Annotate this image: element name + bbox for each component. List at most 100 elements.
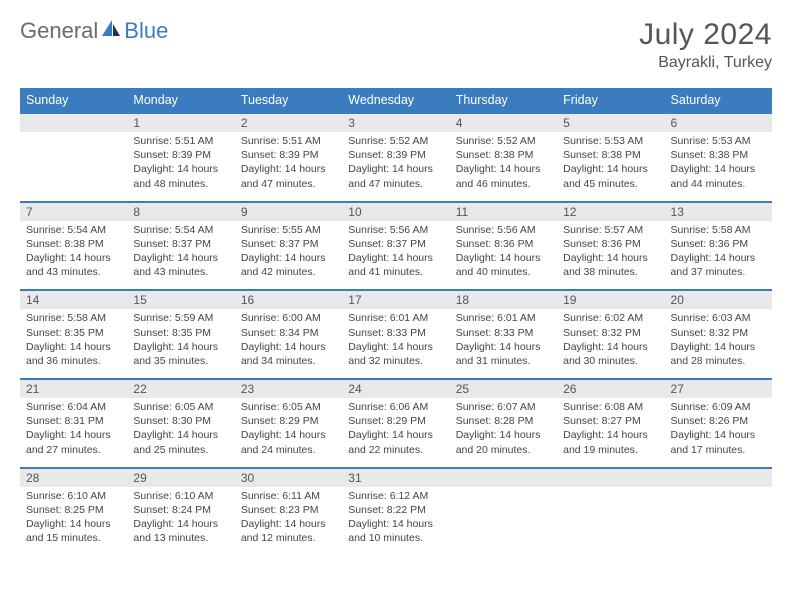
daylight-line-2: and 20 minutes. bbox=[456, 443, 551, 457]
info-row: Sunrise: 5:58 AMSunset: 8:35 PMDaylight:… bbox=[20, 309, 772, 379]
sunset-line: Sunset: 8:23 PM bbox=[241, 503, 336, 517]
day-info-cell: Sunrise: 5:59 AMSunset: 8:35 PMDaylight:… bbox=[127, 309, 234, 379]
sunset-line: Sunset: 8:32 PM bbox=[671, 326, 766, 340]
sunset-line: Sunset: 8:38 PM bbox=[671, 148, 766, 162]
day-info-cell: Sunrise: 6:03 AMSunset: 8:32 PMDaylight:… bbox=[665, 309, 772, 379]
sunrise-line: Sunrise: 6:01 AM bbox=[456, 311, 551, 325]
daylight-line-1: Daylight: 14 hours bbox=[26, 340, 121, 354]
sunrise-line: Sunrise: 5:53 AM bbox=[671, 134, 766, 148]
day-number-cell: 16 bbox=[235, 290, 342, 309]
daynum-row: 123456 bbox=[20, 113, 772, 132]
daylight-line-2: and 38 minutes. bbox=[563, 265, 658, 279]
sunset-line: Sunset: 8:35 PM bbox=[26, 326, 121, 340]
day-info-cell: Sunrise: 6:12 AMSunset: 8:22 PMDaylight:… bbox=[342, 487, 449, 556]
day-info-cell: Sunrise: 6:08 AMSunset: 8:27 PMDaylight:… bbox=[557, 398, 664, 468]
dow-monday: Monday bbox=[127, 88, 234, 113]
daylight-line-1: Daylight: 14 hours bbox=[241, 517, 336, 531]
daylight-line-1: Daylight: 14 hours bbox=[671, 251, 766, 265]
daylight-line-2: and 15 minutes. bbox=[26, 531, 121, 545]
daylight-line-2: and 47 minutes. bbox=[348, 177, 443, 191]
daylight-line-1: Daylight: 14 hours bbox=[26, 428, 121, 442]
day-info-cell: Sunrise: 5:55 AMSunset: 8:37 PMDaylight:… bbox=[235, 221, 342, 291]
dow-wednesday: Wednesday bbox=[342, 88, 449, 113]
sunset-line: Sunset: 8:33 PM bbox=[348, 326, 443, 340]
daylight-line-1: Daylight: 14 hours bbox=[348, 428, 443, 442]
day-number-cell: 12 bbox=[557, 202, 664, 221]
calendar-body: 123456Sunrise: 5:51 AMSunset: 8:39 PMDay… bbox=[20, 113, 772, 555]
day-number-cell: 11 bbox=[450, 202, 557, 221]
sunrise-line: Sunrise: 5:54 AM bbox=[26, 223, 121, 237]
daylight-line-1: Daylight: 14 hours bbox=[348, 340, 443, 354]
day-info-cell: Sunrise: 5:54 AMSunset: 8:38 PMDaylight:… bbox=[20, 221, 127, 291]
sunrise-line: Sunrise: 6:06 AM bbox=[348, 400, 443, 414]
daylight-line-1: Daylight: 14 hours bbox=[241, 340, 336, 354]
sunrise-line: Sunrise: 5:52 AM bbox=[456, 134, 551, 148]
daylight-line-1: Daylight: 14 hours bbox=[133, 251, 228, 265]
day-info-cell: Sunrise: 5:57 AMSunset: 8:36 PMDaylight:… bbox=[557, 221, 664, 291]
dow-saturday: Saturday bbox=[665, 88, 772, 113]
daylight-line-2: and 48 minutes. bbox=[133, 177, 228, 191]
day-info-cell: Sunrise: 5:51 AMSunset: 8:39 PMDaylight:… bbox=[235, 132, 342, 202]
day-info-cell: Sunrise: 5:56 AMSunset: 8:37 PMDaylight:… bbox=[342, 221, 449, 291]
daylight-line-1: Daylight: 14 hours bbox=[241, 162, 336, 176]
day-info-cell: Sunrise: 6:11 AMSunset: 8:23 PMDaylight:… bbox=[235, 487, 342, 556]
logo: General Blue bbox=[20, 18, 168, 44]
daylight-line-2: and 25 minutes. bbox=[133, 443, 228, 457]
sunrise-line: Sunrise: 6:00 AM bbox=[241, 311, 336, 325]
daylight-line-1: Daylight: 14 hours bbox=[456, 251, 551, 265]
day-number-cell: 18 bbox=[450, 290, 557, 309]
day-info-cell: Sunrise: 6:06 AMSunset: 8:29 PMDaylight:… bbox=[342, 398, 449, 468]
day-number-cell: 28 bbox=[20, 468, 127, 487]
daylight-line-2: and 37 minutes. bbox=[671, 265, 766, 279]
info-row: Sunrise: 6:10 AMSunset: 8:25 PMDaylight:… bbox=[20, 487, 772, 556]
daylight-line-2: and 43 minutes. bbox=[26, 265, 121, 279]
day-info-cell: Sunrise: 6:10 AMSunset: 8:25 PMDaylight:… bbox=[20, 487, 127, 556]
day-info-cell: Sunrise: 6:07 AMSunset: 8:28 PMDaylight:… bbox=[450, 398, 557, 468]
daylight-line-1: Daylight: 14 hours bbox=[563, 162, 658, 176]
title-block: July 2024 Bayrakli, Turkey bbox=[639, 18, 772, 72]
logo-text-general: General bbox=[20, 18, 98, 44]
sunset-line: Sunset: 8:25 PM bbox=[26, 503, 121, 517]
day-number-cell bbox=[557, 468, 664, 487]
sunrise-line: Sunrise: 5:59 AM bbox=[133, 311, 228, 325]
daylight-line-1: Daylight: 14 hours bbox=[671, 428, 766, 442]
sunset-line: Sunset: 8:36 PM bbox=[563, 237, 658, 251]
daylight-line-1: Daylight: 14 hours bbox=[241, 251, 336, 265]
daylight-line-2: and 44 minutes. bbox=[671, 177, 766, 191]
sunset-line: Sunset: 8:39 PM bbox=[348, 148, 443, 162]
day-info-cell: Sunrise: 6:01 AMSunset: 8:33 PMDaylight:… bbox=[342, 309, 449, 379]
dow-header-row: Sunday Monday Tuesday Wednesday Thursday… bbox=[20, 88, 772, 113]
sunset-line: Sunset: 8:36 PM bbox=[671, 237, 766, 251]
day-info-cell: Sunrise: 6:04 AMSunset: 8:31 PMDaylight:… bbox=[20, 398, 127, 468]
sunrise-line: Sunrise: 5:51 AM bbox=[241, 134, 336, 148]
day-number-cell: 27 bbox=[665, 379, 772, 398]
sunrise-line: Sunrise: 6:08 AM bbox=[563, 400, 658, 414]
sunset-line: Sunset: 8:30 PM bbox=[133, 414, 228, 428]
sunset-line: Sunset: 8:26 PM bbox=[671, 414, 766, 428]
day-number-cell: 5 bbox=[557, 113, 664, 132]
day-info-cell: Sunrise: 5:52 AMSunset: 8:39 PMDaylight:… bbox=[342, 132, 449, 202]
sunrise-line: Sunrise: 6:09 AM bbox=[671, 400, 766, 414]
day-number-cell: 15 bbox=[127, 290, 234, 309]
location-label: Bayrakli, Turkey bbox=[639, 54, 772, 72]
day-number-cell bbox=[665, 468, 772, 487]
sunset-line: Sunset: 8:38 PM bbox=[26, 237, 121, 251]
daylight-line-2: and 24 minutes. bbox=[241, 443, 336, 457]
day-info-cell: Sunrise: 5:56 AMSunset: 8:36 PMDaylight:… bbox=[450, 221, 557, 291]
daylight-line-2: and 34 minutes. bbox=[241, 354, 336, 368]
dow-thursday: Thursday bbox=[450, 88, 557, 113]
day-info-cell: Sunrise: 5:53 AMSunset: 8:38 PMDaylight:… bbox=[665, 132, 772, 202]
sunset-line: Sunset: 8:38 PM bbox=[563, 148, 658, 162]
daylight-line-2: and 27 minutes. bbox=[26, 443, 121, 457]
day-info-cell: Sunrise: 5:54 AMSunset: 8:37 PMDaylight:… bbox=[127, 221, 234, 291]
day-number-cell: 17 bbox=[342, 290, 449, 309]
sunrise-line: Sunrise: 6:10 AM bbox=[26, 489, 121, 503]
daylight-line-2: and 32 minutes. bbox=[348, 354, 443, 368]
daylight-line-2: and 28 minutes. bbox=[671, 354, 766, 368]
calendar-table: Sunday Monday Tuesday Wednesday Thursday… bbox=[20, 88, 772, 555]
sunset-line: Sunset: 8:39 PM bbox=[241, 148, 336, 162]
sunrise-line: Sunrise: 6:10 AM bbox=[133, 489, 228, 503]
daylight-line-2: and 10 minutes. bbox=[348, 531, 443, 545]
day-info-cell bbox=[450, 487, 557, 556]
day-number-cell: 31 bbox=[342, 468, 449, 487]
